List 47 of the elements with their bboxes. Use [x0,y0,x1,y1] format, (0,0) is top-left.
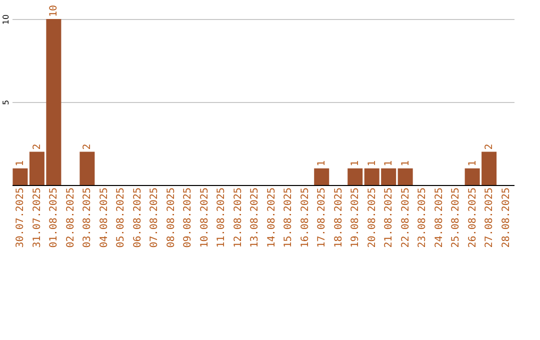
x-tick-label: 08.08.2025 [166,188,177,248]
x-tick-label: 10.08.2025 [199,188,210,248]
data-label: 10 [48,4,60,17]
x-tick-label: 04.08.2025 [98,188,110,248]
x-tick-label: 17.08.2025 [316,188,328,248]
x-tick-label: 03.08.2025 [82,188,94,248]
x-tick-label: 13.08.2025 [250,188,261,248]
bar [80,152,95,185]
data-label: 1 [366,160,378,166]
x-tick-label: 24.08.2025 [434,188,445,248]
x-tick-label: 19.08.2025 [350,188,362,248]
data-label: 1 [316,160,328,166]
data-label: 2 [82,144,94,150]
bar [348,168,363,185]
x-tick-label: 25.08.2025 [450,188,462,248]
data-label: 1 [467,160,478,166]
x-tick-label: 15.08.2025 [283,188,294,248]
x-tick-label: 01.08.2025 [48,188,60,248]
x-tick-label: 27.08.2025 [484,188,496,248]
x-tick-label: 22.08.2025 [400,188,412,248]
data-label: 1 [15,160,26,166]
x-tick-label: 26.08.2025 [467,188,478,248]
data-label: 2 [484,144,496,150]
bar [314,168,330,185]
data-label: 1 [384,160,395,166]
x-tick-label: 30.07.2025 [15,188,26,248]
data-label: 2 [32,144,43,150]
data-label: 1 [350,160,362,166]
x-tick-label: 28.08.2025 [500,188,512,248]
x-tick-label: 20.08.2025 [366,188,378,248]
x-tick-label: 14.08.2025 [266,188,278,248]
x-tick-label: 11.08.2025 [216,188,228,248]
x-tick-label: 07.08.2025 [149,188,160,248]
x-tick-label: 18.08.2025 [333,188,344,248]
bar [12,168,28,185]
x-tick-label: 02.08.2025 [65,188,76,248]
y-tick-label: 5 [2,100,10,106]
x-tick-label: 21.08.2025 [384,188,395,248]
x-tick-label: 05.08.2025 [116,188,127,248]
x-tick-label: 09.08.2025 [182,188,194,248]
data-label: 1 [400,160,412,166]
x-tick-label: 16.08.2025 [300,188,311,248]
x-tick-label: 06.08.2025 [132,188,144,248]
x-tick-label: 31.07.2025 [32,188,43,248]
bar [398,168,413,185]
x-tick-label: 12.08.2025 [232,188,244,248]
x-tick-label: 23.08.2025 [417,188,428,248]
